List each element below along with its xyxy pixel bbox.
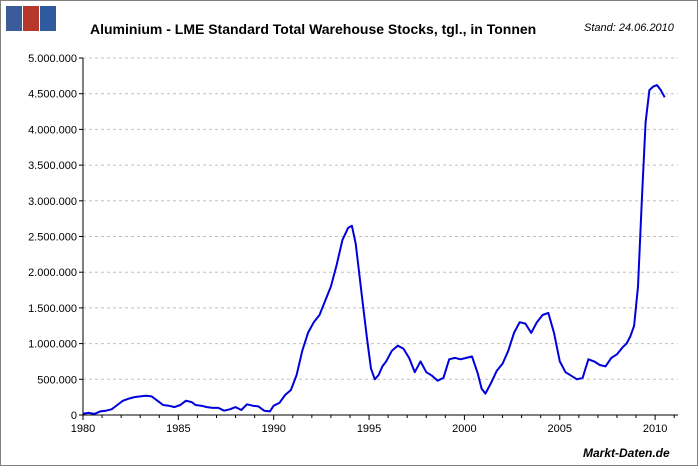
chart-title: Aluminium - LME Standard Total Warehouse… (90, 21, 537, 37)
y-tick-label-5: 2.500.000 (28, 232, 77, 244)
y-tick-label-6: 3.000.000 (28, 196, 77, 208)
series-group (82, 84, 666, 415)
stand-date: Stand: 24.06.2010 (584, 22, 674, 34)
x-axis-ticks: 1980 1985 1990 1995 2000 2005 2010 (71, 415, 675, 435)
y-tick-label-3: 1.500.000 (28, 303, 77, 315)
source-footer: Markt-Daten.de (583, 446, 670, 460)
series-line-0 (82, 84, 666, 415)
y-tick-label-8: 4.000.000 (28, 124, 77, 136)
x-tick-label-2: 1990 (261, 423, 285, 435)
x-tick-label-4: 2000 (452, 423, 476, 435)
y-tick-label-10: 5.000.000 (28, 53, 77, 65)
x-tick-label-3: 1995 (357, 423, 381, 435)
y-axis-ticks: 0 500.000 1.000.000 1.500.000 2.000.000 2.500… (28, 53, 83, 422)
logo-tile-middle (23, 6, 39, 31)
x-tick-label-1: 1985 (166, 423, 190, 435)
gridlines (83, 57, 678, 380)
x-tick-label-0: 1980 (71, 423, 95, 435)
x-tick-label-6: 2010 (643, 423, 667, 435)
y-tick-label-9: 4.500.000 (28, 89, 77, 101)
y-tick-label-2: 1.000.000 (28, 339, 77, 351)
y-tick-label-7: 3.500.000 (28, 160, 77, 172)
x-tick-label-5: 2005 (548, 423, 572, 435)
logo-tile-left (6, 6, 22, 31)
y-tick-label-4: 2.000.000 (28, 267, 77, 279)
y-tick-label-1: 500.000 (37, 374, 77, 386)
logo-tile-right (40, 6, 56, 31)
chart-logo-icon (6, 6, 56, 31)
y-tick-label-0: 0 (71, 410, 77, 422)
